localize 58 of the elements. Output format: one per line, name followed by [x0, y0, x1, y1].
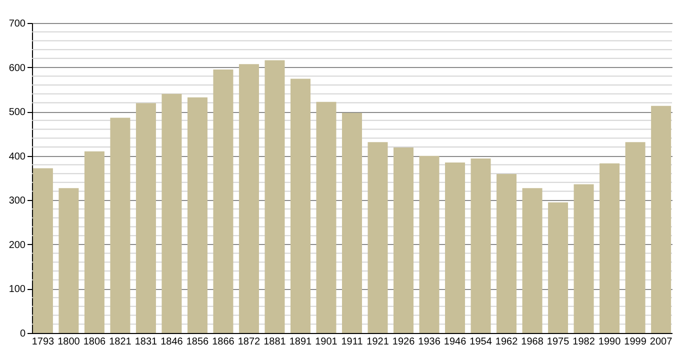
bar	[548, 202, 568, 333]
bar	[213, 70, 234, 333]
y-tick-label: 600	[8, 62, 26, 74]
x-tick-label: 1911	[341, 336, 364, 348]
x-tick-label: 1846	[160, 336, 184, 348]
x-tick-label: 1946	[444, 336, 467, 348]
x-tick-label: 1926	[392, 336, 416, 348]
x-tick-label: 1990	[598, 336, 622, 348]
y-tick-label: 200	[8, 240, 26, 251]
x-tick-label: 1800	[58, 336, 80, 348]
bar	[162, 94, 182, 333]
x-tick-label: 1806	[83, 336, 106, 348]
y-tick-label: 400	[8, 151, 26, 162]
y-tick-label: 700	[8, 18, 26, 30]
x-tick-label: 1856	[186, 336, 210, 348]
x-tick-label: 1962	[495, 336, 518, 348]
bar	[264, 60, 285, 333]
bar	[110, 118, 130, 333]
bar	[445, 162, 466, 333]
bar	[368, 142, 388, 333]
x-tick-label: 2007	[650, 336, 673, 348]
bar	[651, 106, 672, 333]
bar	[394, 147, 414, 333]
x-tick-label: 1881	[264, 336, 286, 348]
x-tick-label: 1866	[212, 336, 235, 348]
y-tick-label: 300	[8, 196, 26, 207]
bar	[574, 184, 594, 333]
x-tick-label: 1975	[546, 336, 570, 348]
x-tick-label: 1999	[624, 336, 647, 348]
bar	[316, 102, 336, 333]
bar	[84, 151, 104, 333]
x-tick-label: 1954	[470, 336, 492, 348]
bar	[419, 156, 440, 333]
bar	[58, 188, 79, 333]
bar	[600, 163, 620, 333]
bar	[496, 174, 517, 333]
y-tick-label: 100	[8, 284, 26, 296]
x-tick-label: 1901	[315, 336, 338, 348]
bar	[136, 103, 156, 333]
bar	[522, 188, 542, 333]
y-tick-label: 0	[20, 328, 26, 340]
x-tick-label: 1921	[366, 336, 390, 348]
bar	[238, 64, 259, 333]
x-tick-label: 1936	[418, 336, 441, 348]
bar	[625, 142, 646, 333]
x-tick-label: 1968	[521, 336, 544, 348]
bar	[290, 78, 310, 333]
x-tick-label: 1982	[572, 336, 596, 348]
x-tick-label: 1831	[134, 336, 158, 348]
x-tick-label: 1821	[109, 336, 132, 348]
x-tick-label: 1793	[32, 336, 55, 348]
bar	[187, 97, 208, 333]
x-tick-label: 1872	[238, 336, 261, 348]
x-tick-label: 1891	[289, 336, 312, 348]
y-tick-label: 500	[8, 107, 26, 118]
bar	[470, 158, 491, 333]
bar	[32, 168, 53, 333]
bar	[342, 112, 362, 333]
